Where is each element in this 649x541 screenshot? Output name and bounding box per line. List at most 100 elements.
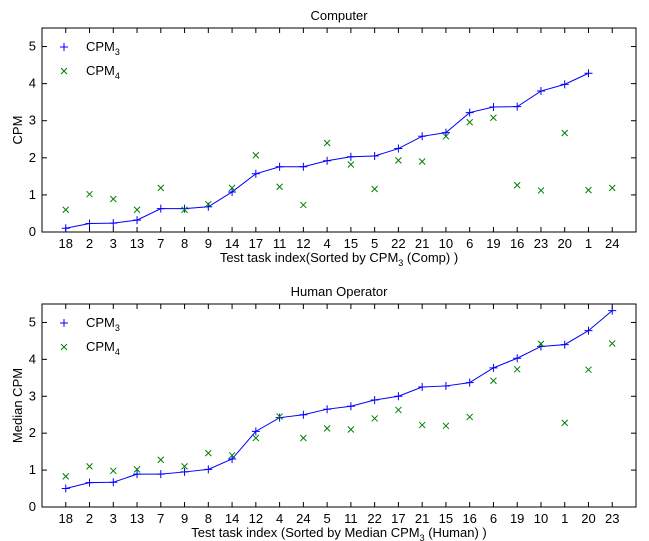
data-point — [251, 169, 260, 178]
data-point — [490, 114, 497, 122]
data-point — [323, 156, 332, 165]
x-tick-label: 9 — [181, 511, 188, 526]
x-tick-label: 17 — [249, 236, 263, 251]
x-tick-label: 1 — [585, 236, 592, 251]
y-tick-label: 1 — [29, 187, 36, 202]
x-axis-label-prefix: Test task index(Sorted by CPM — [220, 250, 398, 265]
y-axis-label: CPM — [10, 116, 25, 145]
y-tick-label: 0 — [29, 499, 36, 514]
x-tick-label: 3 — [110, 236, 117, 251]
x-tick-label: 6 — [490, 511, 497, 526]
data-point — [181, 206, 188, 214]
chart-title: Human Operator — [291, 284, 388, 299]
data-point — [299, 162, 308, 171]
data-point — [584, 326, 593, 335]
x-tick-label: 4 — [324, 236, 331, 251]
data-point — [442, 132, 450, 140]
x-tick-label: 21 — [415, 511, 429, 526]
legend-entry: CPM3 — [86, 315, 120, 333]
data-point — [62, 206, 70, 214]
data-point — [156, 470, 165, 479]
data-point — [513, 354, 522, 363]
data-point — [180, 467, 189, 476]
x-tick-label: 10 — [439, 236, 453, 251]
data-point — [561, 129, 569, 137]
data-point — [489, 363, 498, 372]
plot-frame — [41, 303, 637, 508]
y-tick-label: 5 — [29, 39, 36, 54]
data-point — [180, 204, 189, 213]
legend-entry-main: CPM — [86, 39, 115, 54]
x-tick-label: 16 — [510, 236, 524, 251]
data-point — [513, 181, 521, 189]
legend-marker — [60, 319, 68, 327]
data-point — [371, 185, 378, 193]
x-tick-label: 13 — [130, 511, 144, 526]
x-tick-label: 6 — [466, 236, 473, 251]
x-tick-label: 9 — [205, 236, 212, 251]
plot-frame — [41, 27, 637, 233]
data-point — [560, 80, 569, 89]
x-tick-label: 14 — [225, 511, 239, 526]
data-point — [323, 405, 332, 414]
data-point — [204, 465, 213, 474]
y-tick-label: 4 — [29, 351, 36, 366]
x-tick-label: 4 — [276, 511, 283, 526]
data-point — [560, 340, 569, 349]
data-point — [347, 426, 355, 433]
x-tick-label: 20 — [581, 511, 595, 526]
data-point — [465, 108, 474, 117]
x-tick-label: 22 — [391, 236, 405, 251]
data-point — [251, 427, 260, 436]
data-point — [204, 449, 212, 457]
x-tick-label: 15 — [439, 511, 453, 526]
data-point — [275, 413, 284, 422]
data-point — [133, 216, 142, 225]
data-point — [86, 190, 93, 198]
data-point — [418, 383, 427, 392]
x-tick-label: 13 — [130, 236, 144, 251]
x-tick-label: 23 — [534, 236, 548, 251]
legend-entry-sub: 4 — [115, 71, 120, 81]
y-tick-label: 2 — [29, 150, 36, 165]
legend-entry-main: CPM — [86, 339, 115, 354]
legend-entry-sub: 3 — [115, 47, 120, 57]
data-point — [466, 118, 474, 126]
chart-title: Computer — [310, 8, 368, 23]
x-tick-label: 22 — [367, 511, 381, 526]
y-tick-label: 3 — [29, 388, 36, 403]
data-point — [395, 406, 402, 414]
x-tick-label: 8 — [205, 511, 212, 526]
x-tick-label: 21 — [415, 236, 429, 251]
data-point — [204, 200, 212, 208]
data-point — [157, 184, 165, 192]
data-point — [276, 183, 283, 191]
x-tick-label: 7 — [157, 236, 164, 251]
y-tick-label: 2 — [29, 425, 36, 440]
data-point — [418, 158, 426, 165]
data-point — [394, 392, 403, 401]
data-point — [370, 395, 379, 404]
data-point — [537, 340, 545, 348]
data-point — [323, 139, 331, 147]
data-point — [109, 467, 117, 475]
data-point — [418, 421, 426, 429]
data-point — [346, 152, 355, 161]
legend-entry: CPM3 — [86, 39, 120, 57]
x-tick-label: 14 — [225, 236, 239, 251]
data-point — [157, 456, 165, 464]
data-point — [323, 425, 331, 432]
x-tick-label: 18 — [59, 236, 73, 251]
legend-marker — [60, 43, 68, 51]
data-point — [585, 366, 592, 374]
x-tick-label: 19 — [510, 511, 524, 526]
x-tick-label: 18 — [59, 511, 73, 526]
data-point — [109, 478, 118, 487]
data-point — [513, 102, 522, 111]
x-tick-label: 8 — [181, 236, 188, 251]
data-point — [85, 478, 94, 487]
x-tick-label: 24 — [605, 236, 619, 251]
series-cpm3 — [61, 306, 617, 493]
